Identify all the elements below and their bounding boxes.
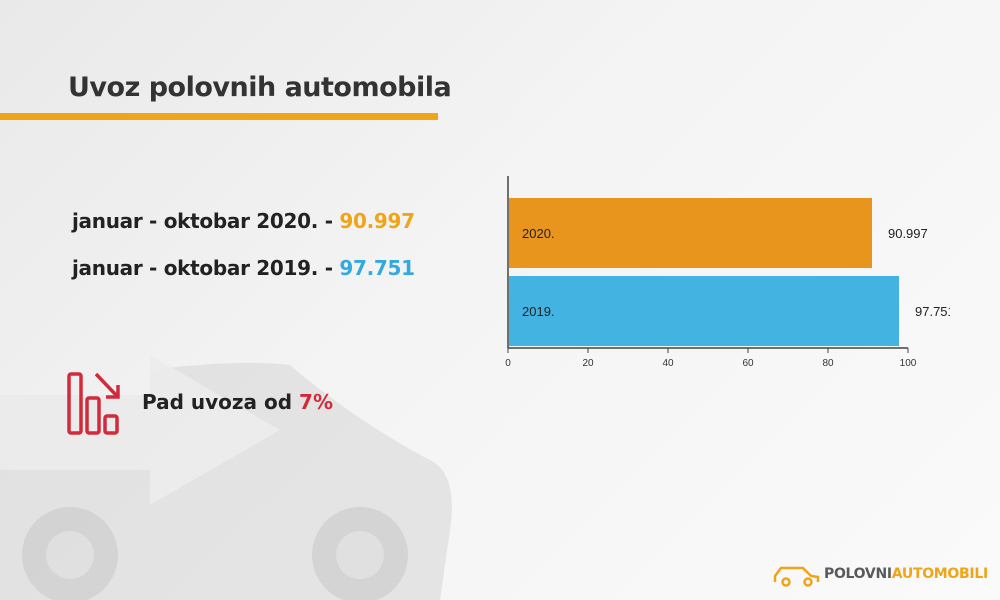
bar-label-2019: 2019. — [522, 304, 555, 319]
decline-text: Pad uvoza od 7% — [142, 390, 333, 414]
bar-chart-decline-icon — [67, 372, 120, 435]
decline-value: 7% — [299, 390, 333, 414]
bar-2020 — [509, 198, 872, 268]
stat-2019-label: januar - oktobar 2019. - — [72, 256, 340, 280]
x-tick-label-80: 80 — [822, 358, 834, 369]
title-underline — [0, 113, 438, 120]
x-tick-label-20: 20 — [582, 358, 594, 369]
stat-2020: januar - oktobar 2020. - 90.997 — [72, 209, 415, 233]
x-tick-label-0: 0 — [505, 358, 511, 369]
bar-value-label-2019: 97.751 — [915, 304, 950, 319]
stat-2020-value: 90.997 — [339, 209, 415, 233]
bar-label-2020: 2020. — [522, 226, 555, 241]
x-tick-label-60: 60 — [742, 358, 754, 369]
import-bar-chart: 2020. 90.997 2019. 97.751 0 20 40 60 80 100 — [505, 176, 950, 369]
stat-2020-label: januar - oktobar 2020. - — [72, 209, 340, 233]
decline-label: Pad uvoza od — [142, 390, 300, 414]
stat-2019: januar - oktobar 2019. - 97.751 — [72, 256, 415, 280]
brand-name-part1: POLOVNI — [824, 566, 892, 582]
bar-2019 — [509, 276, 900, 346]
brand-name-part2: AUTOMOBILI — [891, 566, 988, 582]
brand-name: POLOVNIAUTOMOBILI — [824, 566, 988, 582]
car-outline-icon — [773, 566, 820, 587]
x-tick-label-40: 40 — [662, 358, 674, 369]
bar-value-label-2020: 90.997 — [888, 226, 928, 241]
stat-2019-value: 97.751 — [339, 256, 415, 280]
x-tick-label-100: 100 — [900, 358, 917, 369]
page-title: Uvoz polovnih automobila — [68, 72, 452, 103]
